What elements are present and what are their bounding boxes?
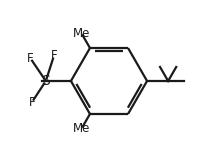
Text: Me: Me xyxy=(73,27,90,40)
Text: Me: Me xyxy=(73,122,90,135)
Text: F: F xyxy=(27,52,34,65)
Text: F: F xyxy=(51,49,57,62)
Text: S: S xyxy=(41,74,50,88)
Text: F: F xyxy=(29,96,35,109)
